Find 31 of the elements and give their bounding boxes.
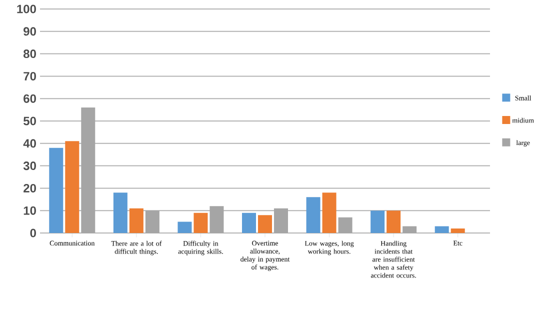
y-tick-label: 50 <box>24 116 36 126</box>
y-tick-label: 0 <box>30 228 36 238</box>
bar <box>65 141 80 233</box>
bar <box>402 226 417 233</box>
y-tick-label: 70 <box>24 72 36 80</box>
bar <box>370 210 385 233</box>
bar <box>322 192 336 233</box>
bar <box>338 217 352 233</box>
y-tick-label: 30 <box>23 162 36 170</box>
bar <box>210 206 224 233</box>
bar <box>242 212 256 233</box>
y-tick-label: 80 <box>24 50 36 58</box>
y-tick-label: 40 <box>23 139 36 148</box>
bar <box>145 210 160 233</box>
bar <box>81 108 96 233</box>
bar <box>194 212 208 233</box>
bar <box>49 148 64 233</box>
bar <box>113 192 128 233</box>
y-tick-label: 90 <box>24 27 36 36</box>
bar <box>450 228 465 233</box>
y-tick-label: 60 <box>24 94 36 103</box>
bar <box>306 197 320 233</box>
bar <box>258 215 272 233</box>
y-tick-label: 20 <box>24 184 36 192</box>
bar <box>434 226 449 233</box>
bar <box>129 208 144 233</box>
bar <box>274 208 288 233</box>
bar <box>178 222 192 233</box>
bar <box>386 210 401 233</box>
y-tick-label: 100 <box>17 4 36 14</box>
y-tick-label: 10 <box>24 206 36 215</box>
